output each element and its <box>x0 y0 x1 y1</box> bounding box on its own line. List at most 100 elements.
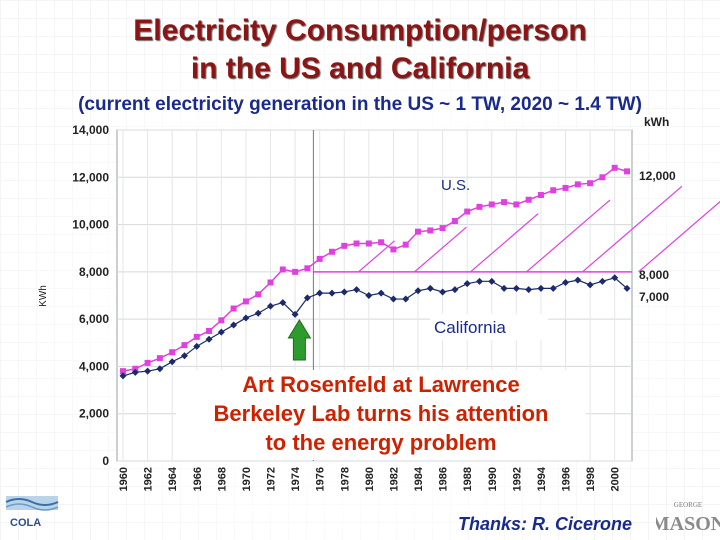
california-data-point <box>254 309 262 317</box>
y-tick-label: 6,000 <box>79 312 109 326</box>
savings-hatch-line <box>414 226 467 273</box>
us-data-point <box>488 201 495 208</box>
annotation-line: Berkeley Lab turns his attention <box>214 401 549 426</box>
slide-title-line-1: Electricity Consumption/person <box>133 14 587 47</box>
us-data-point <box>279 266 286 273</box>
green-arrow-icon <box>287 319 312 361</box>
california-data-point <box>586 281 594 289</box>
us-data-point <box>132 365 139 372</box>
cola-logo: COLA <box>5 496 59 529</box>
thanks-credit: Thanks: R. Cicerone <box>458 514 633 534</box>
savings-hatch-line <box>638 200 720 273</box>
california-label-background <box>430 314 548 340</box>
savings-hatch-line <box>582 185 683 273</box>
california-data-point <box>217 328 225 336</box>
mason-logo: GEORGE MASON <box>656 501 720 535</box>
california-data-point <box>168 358 176 366</box>
us-data-point <box>267 279 274 286</box>
y-tick-label: 2,000 <box>79 407 109 421</box>
california-data-point <box>193 342 201 350</box>
x-tick-label: 1988 <box>462 467 474 491</box>
y-tick-label: 0 <box>102 454 109 468</box>
us-data-point <box>144 359 151 366</box>
california-data-point <box>402 295 410 303</box>
us-data-point <box>427 227 434 234</box>
california-data-point <box>377 289 385 297</box>
california-data-point <box>574 276 582 284</box>
california-data-point <box>451 286 459 294</box>
california-data-point <box>242 314 250 322</box>
us-data-point <box>439 225 446 232</box>
slide-title-line-2: in the US and California <box>190 52 530 85</box>
california-data-point <box>537 284 545 292</box>
us-data-point <box>587 180 594 187</box>
us-data-point <box>574 181 581 188</box>
y-tick-label: 12,000 <box>72 170 109 184</box>
mason-logo-small-text: GEORGE <box>674 501 702 509</box>
us-data-point <box>513 201 520 208</box>
y-tick-label: 14,000 <box>72 123 109 137</box>
right-8000-label: 8,000 <box>639 268 669 282</box>
california-data-point <box>144 367 152 375</box>
california-data-point <box>365 292 373 299</box>
california-series-label: California <box>434 318 506 337</box>
us-data-point <box>378 239 385 246</box>
us-data-point <box>550 187 557 194</box>
x-tick-label: 1990 <box>487 467 499 491</box>
california-data-point <box>119 372 127 380</box>
annotation-background <box>176 370 586 460</box>
california-data-point <box>291 310 299 318</box>
california-data-point <box>316 289 324 297</box>
california-data-point <box>180 352 188 360</box>
us-data-point <box>242 298 249 305</box>
us-data-point <box>156 355 163 362</box>
us-data-point <box>390 246 397 253</box>
x-tick-label: 1964 <box>167 466 179 491</box>
x-tick-label: 1966 <box>192 467 204 491</box>
us-data-point <box>341 242 348 249</box>
california-data-point <box>230 321 238 329</box>
us-data-point <box>415 228 422 235</box>
x-tick-label: 1980 <box>364 467 376 491</box>
us-data-point <box>292 268 299 275</box>
california-data-point <box>525 286 533 294</box>
us-data-point <box>537 192 544 199</box>
y-tick-label: 8,000 <box>79 265 109 279</box>
us-data-point <box>611 164 618 171</box>
cola-logo-text: COLA <box>10 517 41 529</box>
y-tick-label: 4,000 <box>79 359 109 373</box>
x-tick-label: 1984 <box>413 466 425 491</box>
california-data-point <box>623 284 631 292</box>
x-tick-label: 1976 <box>315 467 327 491</box>
x-tick-label: 1998 <box>585 467 597 491</box>
us-data-point <box>501 199 508 206</box>
california-data-point <box>475 277 483 285</box>
us-data-point <box>328 248 335 255</box>
x-tick-label: 1982 <box>388 467 400 491</box>
us-data-point <box>476 203 483 210</box>
x-tick-label: 1970 <box>241 467 253 491</box>
us-data-point <box>451 218 458 225</box>
california-data-point <box>611 274 619 282</box>
us-data-point <box>304 265 311 272</box>
california-data-point <box>488 277 496 285</box>
mason-logo-text: MASON <box>656 513 720 535</box>
savings-hatch-line <box>470 213 539 273</box>
california-data-point <box>439 288 447 296</box>
california-data-point <box>340 288 348 296</box>
california-data-point <box>131 368 139 376</box>
us-data-point <box>365 240 372 247</box>
california-data-point <box>549 284 557 292</box>
california-data-point <box>353 286 361 294</box>
us-data-point <box>255 291 262 298</box>
us-data-point <box>353 240 360 247</box>
us-data-point <box>316 255 323 262</box>
california-data-point <box>279 299 287 307</box>
x-tick-label: 1978 <box>339 467 351 491</box>
california-data-point <box>598 277 606 285</box>
x-tick-label: 1986 <box>438 467 450 491</box>
us-data-point <box>525 196 532 203</box>
slide-subtitle: (current electricity generation in the U… <box>78 94 642 115</box>
california-data-point <box>267 302 275 310</box>
